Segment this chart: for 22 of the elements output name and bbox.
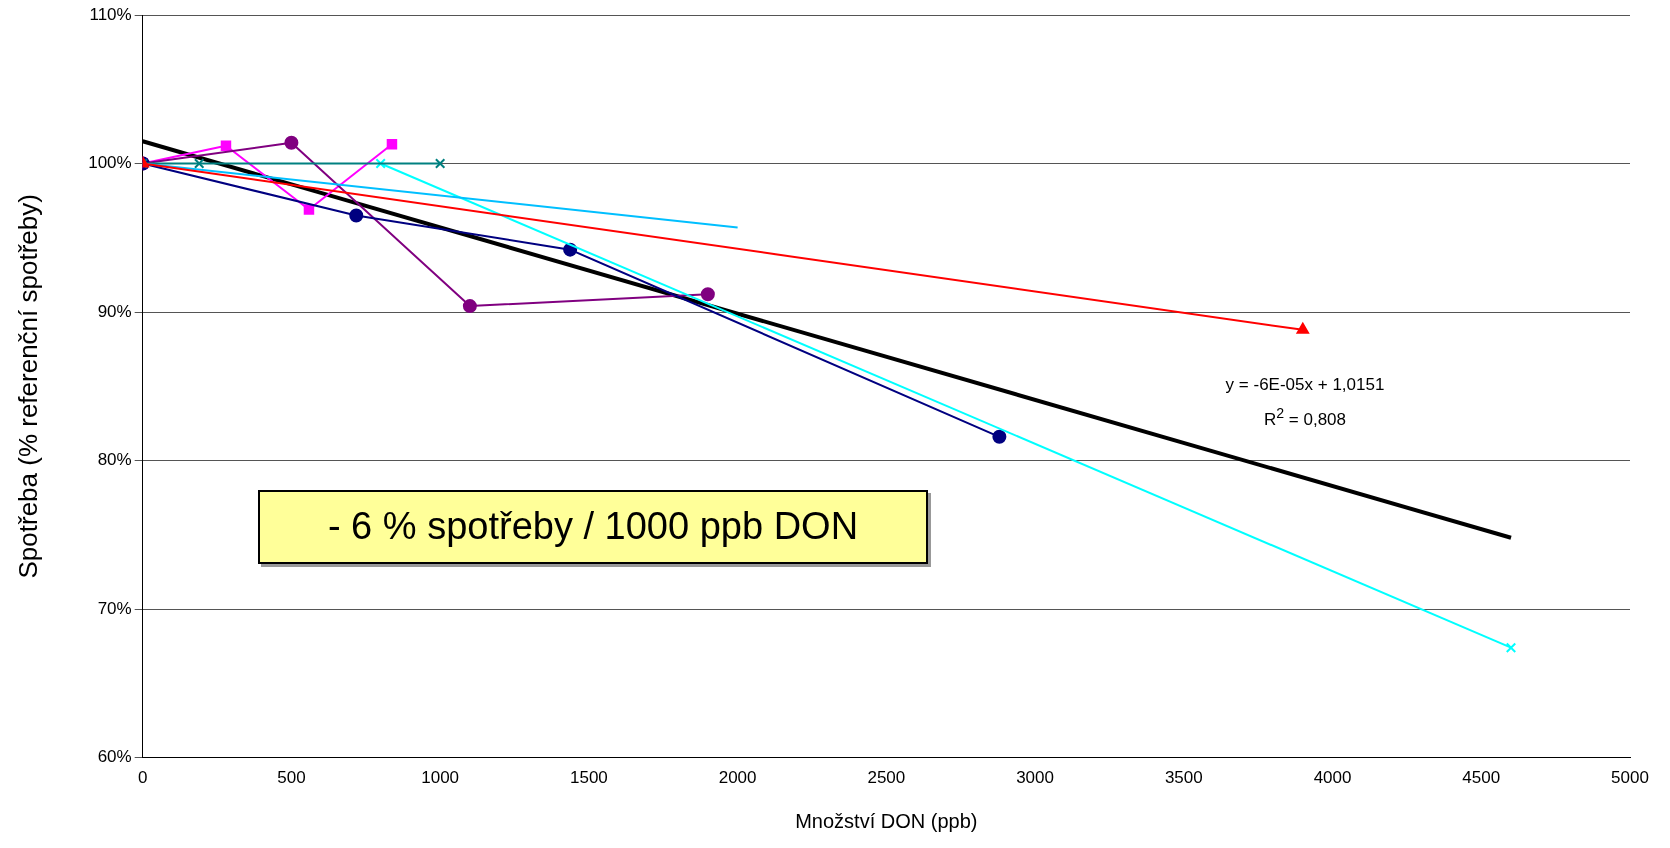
y-tick-label: 80% — [97, 450, 132, 470]
y-tick-label: 110% — [89, 4, 132, 24]
text-box: - 6 % spotřeby / 1000 ppb DON — [258, 490, 928, 564]
x-tick-label: 1000 — [421, 768, 460, 788]
x-axis-title: Množství DON (ppb) — [795, 809, 978, 832]
x-tick-label: 5000 — [1611, 768, 1649, 788]
y-tick-label: 100% — [88, 153, 132, 173]
x-tick-label: 4500 — [1462, 768, 1501, 788]
y-tick-label: 70% — [97, 598, 132, 618]
y-tick-label: 90% — [97, 301, 132, 321]
x-tick-label: 2000 — [718, 768, 757, 788]
x-tick-label: 500 — [277, 768, 306, 788]
x-tick-label: 3500 — [1164, 768, 1203, 788]
x-tick-label: 4000 — [1313, 768, 1352, 788]
x-tick-label: 3000 — [1016, 768, 1054, 788]
x-tick-label: 2500 — [867, 768, 906, 788]
annotation: y = -6E-05x + 1,0151 — [1225, 375, 1385, 395]
y-axis-title: Spotřeba (% referenční spotřeby) — [12, 194, 43, 579]
y-tick-label: 60% — [97, 747, 132, 767]
x-tick-label: 1500 — [569, 768, 608, 788]
annotation: R$^{2}$ = 0,808 — [1263, 405, 1347, 430]
x-tick-label: 0 — [137, 768, 148, 788]
